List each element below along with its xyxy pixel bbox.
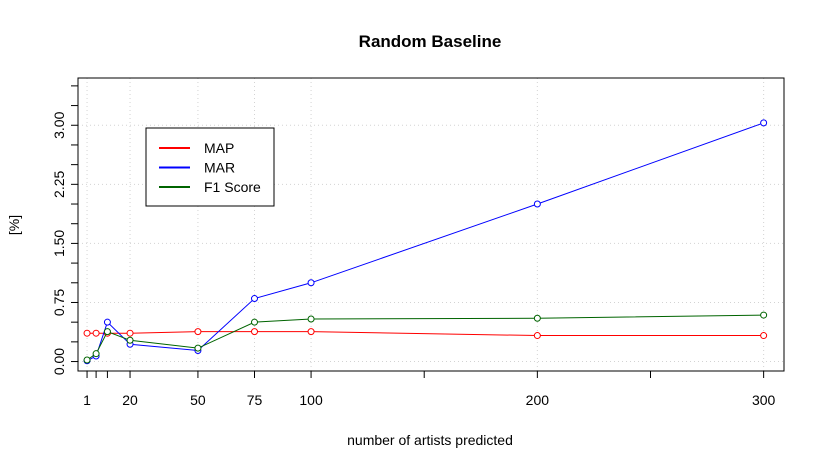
data-point-map	[251, 328, 258, 336]
y-tick-label: 0.75	[51, 289, 67, 316]
data-point-mar	[103, 318, 111, 326]
x-axis: 1 20 50 75 100 200 300	[83, 371, 776, 408]
data-point-map	[533, 332, 541, 340]
y-tick-label: 0.00	[51, 348, 67, 375]
y-axis-label: [%]	[6, 215, 22, 235]
legend-label-map: MAP	[204, 140, 234, 156]
data-point-f1-score	[103, 328, 111, 336]
y-tick-label: 3.00	[51, 111, 67, 138]
chart-title: Random Baseline	[359, 32, 502, 51]
y-tick-label: 2.25	[51, 170, 67, 197]
data-point-f1-score	[194, 344, 202, 352]
x-axis-label: number of artists predicted	[347, 432, 513, 448]
data-point-f1-score	[533, 314, 541, 322]
x-tick-label: 300	[752, 392, 776, 408]
y-tick-label: 1.50	[51, 230, 67, 257]
data-point-f1-score	[92, 350, 100, 358]
x-tick-label: 75	[247, 392, 263, 408]
legend-label-mar: MAR	[204, 160, 235, 176]
legend: MAP MAR F1 Score	[145, 127, 275, 207]
x-tick-label: 100	[299, 392, 323, 408]
x-tick-label: 50	[190, 392, 206, 408]
data-point-map	[307, 328, 315, 336]
data-point-f1-score	[307, 315, 315, 323]
data-point-f1-score	[251, 318, 258, 326]
data-point-map	[83, 329, 91, 337]
data-point-map	[126, 329, 134, 337]
data-point-mar	[307, 279, 315, 287]
legend-label-f1-score: F1 Score	[204, 179, 261, 195]
x-tick-label: 20	[122, 392, 138, 408]
data-point-f1-score	[83, 356, 91, 364]
data-point-map	[194, 328, 202, 336]
data-point-f1-score	[126, 336, 134, 344]
data-point-map	[760, 332, 768, 340]
data-point-f1-score	[760, 311, 768, 319]
data-point-mar	[533, 200, 541, 208]
y-axis: 0.00 0.75 1.50 2.25 3.00	[51, 85, 78, 375]
plot-frame	[77, 77, 785, 372]
data-point-mar	[760, 119, 768, 127]
data-point-map	[92, 329, 100, 337]
x-tick-label: 1	[83, 392, 91, 408]
series-layer	[83, 119, 768, 365]
data-point-mar	[251, 295, 258, 303]
x-tick-label: 200	[526, 392, 550, 408]
